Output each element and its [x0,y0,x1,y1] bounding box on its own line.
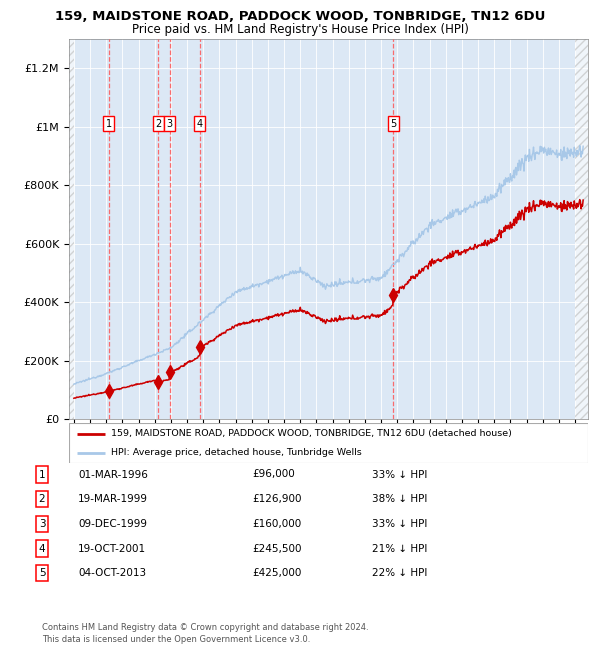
Text: 3: 3 [167,119,173,129]
Text: 33% ↓ HPI: 33% ↓ HPI [372,519,427,529]
Text: Contains HM Land Registry data © Crown copyright and database right 2024.
This d: Contains HM Land Registry data © Crown c… [42,623,368,644]
Text: 1: 1 [106,119,112,129]
Text: £425,000: £425,000 [252,568,301,578]
Text: 09-DEC-1999: 09-DEC-1999 [78,519,147,529]
Text: 38% ↓ HPI: 38% ↓ HPI [372,494,427,504]
Text: 04-OCT-2013: 04-OCT-2013 [78,568,146,578]
Text: 01-MAR-1996: 01-MAR-1996 [78,469,148,480]
Text: 4: 4 [38,543,46,554]
Bar [69,39,74,419]
Text: £160,000: £160,000 [252,519,301,529]
Text: 159, MAIDSTONE ROAD, PADDOCK WOOD, TONBRIDGE, TN12 6DU (detached house): 159, MAIDSTONE ROAD, PADDOCK WOOD, TONBR… [110,429,511,438]
Text: 1: 1 [38,469,46,480]
Text: 5: 5 [390,119,396,129]
Bar [575,39,588,419]
Text: £96,000: £96,000 [252,469,295,480]
Text: 19-MAR-1999: 19-MAR-1999 [78,494,148,504]
Text: Price paid vs. HM Land Registry's House Price Index (HPI): Price paid vs. HM Land Registry's House … [131,23,469,36]
Text: 2: 2 [38,494,46,504]
Text: 2: 2 [155,119,161,129]
Text: 3: 3 [38,519,46,529]
Text: 5: 5 [38,568,46,578]
Text: 22% ↓ HPI: 22% ↓ HPI [372,568,427,578]
Text: £245,500: £245,500 [252,543,302,554]
Text: 21% ↓ HPI: 21% ↓ HPI [372,543,427,554]
Text: 159, MAIDSTONE ROAD, PADDOCK WOOD, TONBRIDGE, TN12 6DU: 159, MAIDSTONE ROAD, PADDOCK WOOD, TONBR… [55,10,545,23]
Text: £126,900: £126,900 [252,494,302,504]
Text: 19-OCT-2001: 19-OCT-2001 [78,543,146,554]
Text: 4: 4 [197,119,203,129]
FancyBboxPatch shape [69,422,588,463]
Text: HPI: Average price, detached house, Tunbridge Wells: HPI: Average price, detached house, Tunb… [110,448,361,457]
Text: 33% ↓ HPI: 33% ↓ HPI [372,469,427,480]
